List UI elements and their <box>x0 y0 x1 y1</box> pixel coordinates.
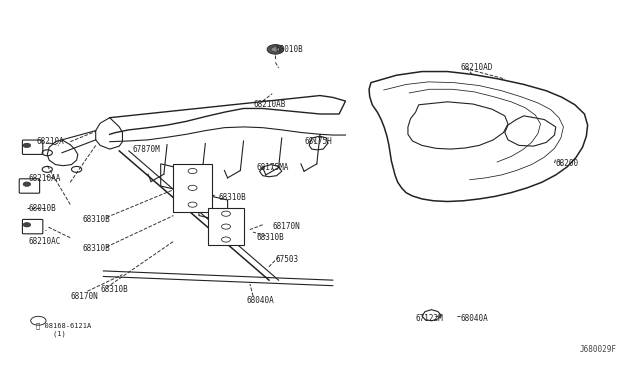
Text: 67122M: 67122M <box>415 314 444 323</box>
Text: 68175H: 68175H <box>304 137 332 146</box>
Text: 68010B: 68010B <box>28 203 56 213</box>
Circle shape <box>23 143 31 148</box>
Text: J680029F: J680029F <box>579 345 616 354</box>
FancyBboxPatch shape <box>22 219 43 234</box>
Text: 68210AC: 68210AC <box>28 237 61 246</box>
Text: 68210A: 68210A <box>36 137 64 146</box>
Circle shape <box>23 182 31 186</box>
Text: 68040A: 68040A <box>460 314 488 323</box>
FancyBboxPatch shape <box>173 164 212 212</box>
Text: 68310B: 68310B <box>100 285 128 294</box>
Text: 68210AB: 68210AB <box>253 100 285 109</box>
Text: 68310B: 68310B <box>256 233 284 242</box>
Text: 68040A: 68040A <box>246 296 275 305</box>
Text: 68210AD: 68210AD <box>460 63 493 72</box>
FancyBboxPatch shape <box>209 208 244 245</box>
Circle shape <box>271 47 280 52</box>
Text: 68175MA: 68175MA <box>256 163 289 172</box>
Circle shape <box>267 45 284 54</box>
Text: 67870M: 67870M <box>132 145 160 154</box>
Text: 68310B: 68310B <box>83 215 111 224</box>
Text: 68170N: 68170N <box>272 222 300 231</box>
Text: 68210AA: 68210AA <box>28 174 61 183</box>
Text: 68310B: 68310B <box>218 193 246 202</box>
Text: 68170N: 68170N <box>70 292 98 301</box>
Text: 68200: 68200 <box>556 159 579 169</box>
FancyBboxPatch shape <box>19 179 40 193</box>
Text: ① 08168-6121A
    (1): ① 08168-6121A (1) <box>36 323 92 337</box>
Text: 68310B: 68310B <box>83 244 111 253</box>
FancyBboxPatch shape <box>22 140 43 154</box>
Text: 68010B: 68010B <box>275 45 303 54</box>
Text: 67503: 67503 <box>275 255 298 264</box>
Circle shape <box>23 222 31 227</box>
